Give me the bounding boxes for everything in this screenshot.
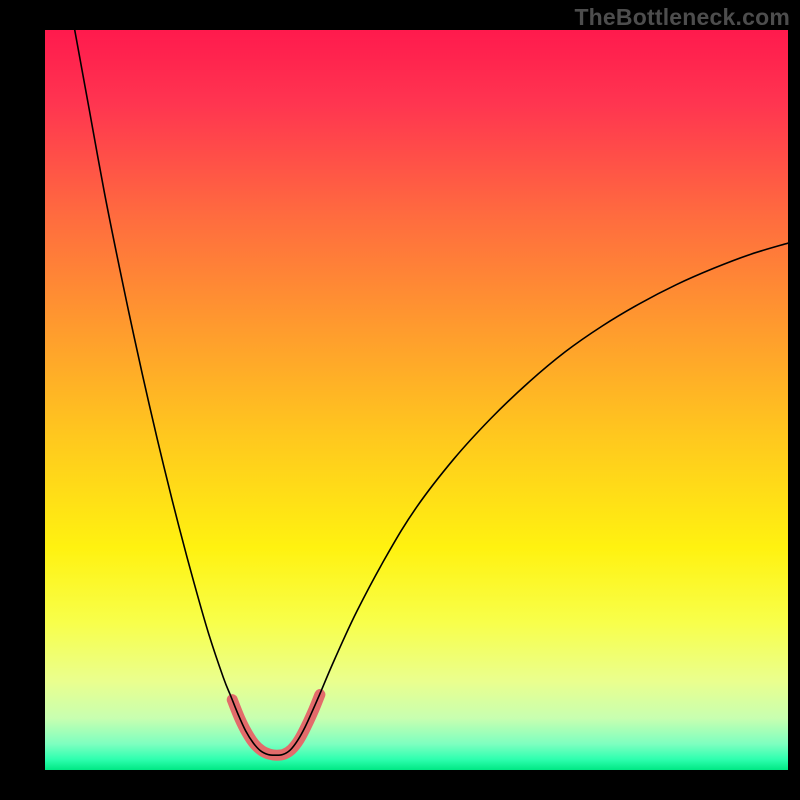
plot-svg: [45, 30, 788, 770]
plot-area: [45, 30, 788, 770]
chart-canvas: TheBottleneck.com: [0, 0, 800, 800]
watermark-text: TheBottleneck.com: [574, 4, 790, 31]
gradient-background: [45, 30, 788, 770]
